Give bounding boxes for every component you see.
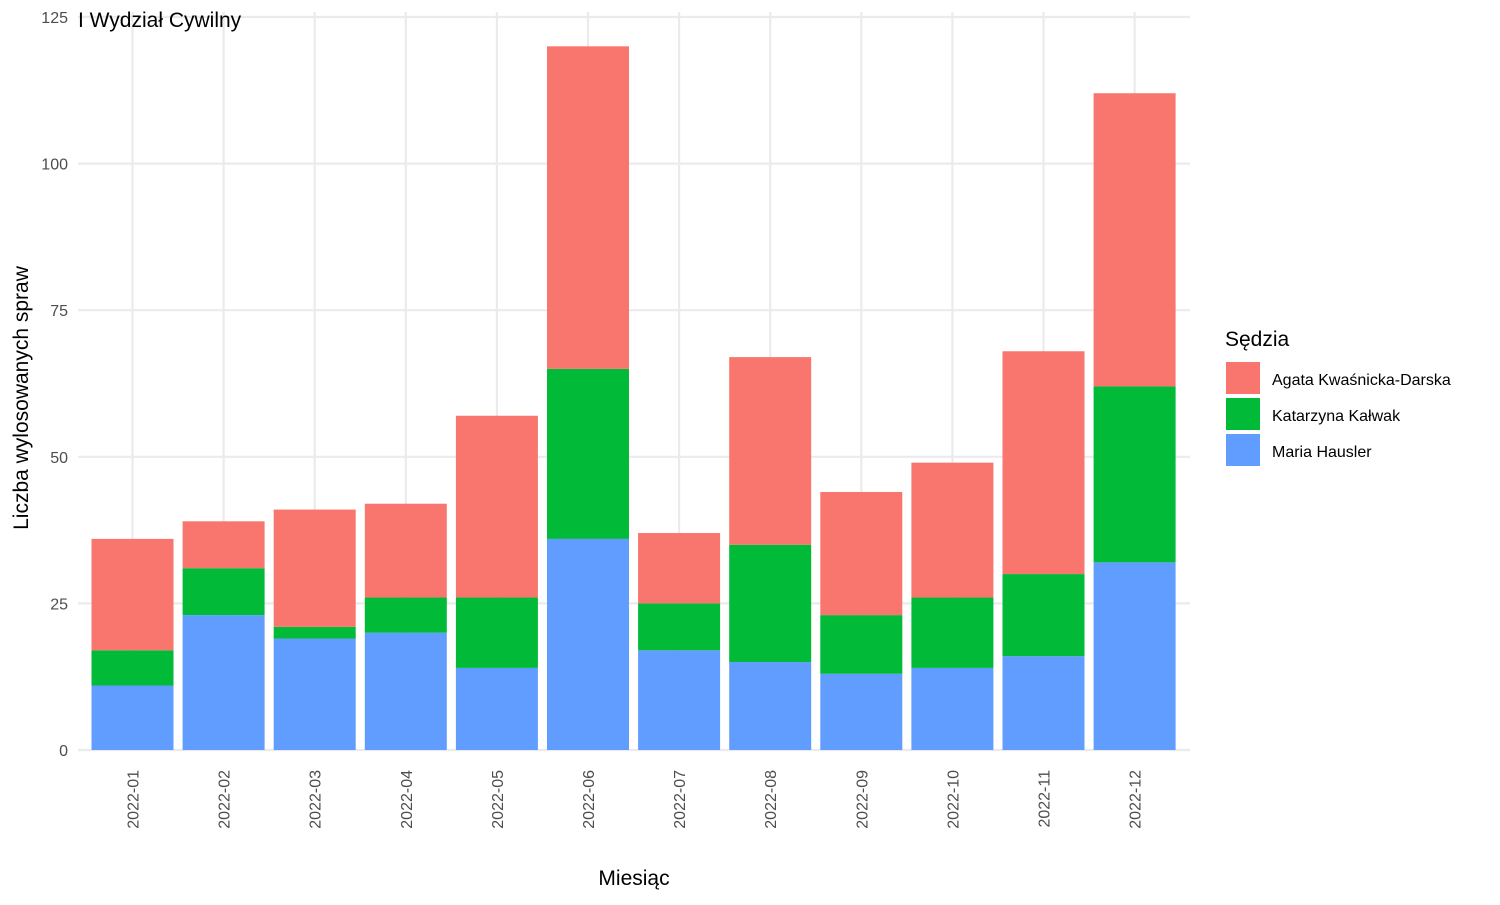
legend-swatch (1226, 434, 1260, 466)
x-tick-labels: 2022-01 2022-02 2022-03 2022-04 2022-05 2022-… (126, 770, 1145, 829)
x-tick-label: 2022-05 (490, 770, 507, 829)
bar-segment (1002, 656, 1085, 750)
bar-segment (273, 626, 356, 639)
bar-segment (547, 46, 629, 369)
bar-segment (182, 615, 265, 750)
bar-segment (455, 597, 538, 668)
legend-item: Agata Kwaśnicka-Darska (1226, 362, 1451, 394)
bar-segment (729, 662, 812, 750)
bar-segment (364, 632, 447, 750)
bar-segment (547, 368, 629, 539)
bar-segment (820, 673, 903, 750)
bar-segment (638, 603, 721, 651)
legend-title: Sędzia (1225, 328, 1290, 351)
legend-items: Agata Kwaśnicka-Darska Katarzyna Kałwak Ma… (1226, 362, 1451, 466)
bar-segment (273, 638, 356, 750)
bar-segment (911, 597, 994, 668)
x-axis-title: Miesiąc (598, 867, 669, 890)
legend-item: Katarzyna Kałwak (1226, 398, 1401, 430)
y-tick-labels: 0 25 50 75 100 125 (41, 10, 68, 760)
x-tick-label: 2022-12 (1128, 770, 1145, 829)
x-tick-label: 2022-09 (854, 770, 871, 829)
bar-segment (91, 685, 174, 750)
bar-segment (729, 357, 812, 545)
y-axis-title: Liczba wylosowanych spraw (10, 265, 33, 530)
bar-segment (1002, 351, 1085, 575)
x-tick-label: 2022-11 (1037, 770, 1054, 828)
legend-item: Maria Hausler (1226, 434, 1372, 466)
chart-title: I Wydział Cywilny (78, 9, 242, 32)
y-tick-label: 75 (50, 303, 68, 320)
bar-segment (182, 521, 265, 569)
legend: Sędzia Agata Kwaśnicka-Darska Katarzyna K… (1225, 328, 1451, 466)
bar-segment (364, 503, 447, 598)
bar-segment (91, 538, 174, 651)
bar-segment (273, 509, 356, 627)
bar-segment (1093, 562, 1176, 750)
legend-label: Katarzyna Kałwak (1272, 408, 1401, 425)
bar-segment (182, 568, 265, 616)
bar-segment (1093, 386, 1176, 563)
bar-segment (820, 615, 903, 674)
legend-swatch (1226, 398, 1260, 430)
legend-label: Agata Kwaśnicka-Darska (1272, 372, 1451, 389)
x-tick-label: 2022-06 (581, 770, 598, 829)
bar-segment (455, 415, 538, 598)
y-tick-label: 100 (41, 157, 68, 174)
bar-segment (455, 667, 538, 750)
legend-swatch (1226, 362, 1260, 394)
y-tick-label: 0 (59, 743, 68, 760)
bar-segment (364, 597, 447, 633)
y-tick-label: 125 (41, 10, 68, 27)
bar-segment (729, 544, 812, 663)
bar-segment (820, 491, 903, 616)
bar-segment (91, 650, 174, 686)
bar-segment (911, 667, 994, 750)
y-tick-label: 50 (50, 450, 68, 467)
bar-segment (1093, 93, 1176, 387)
bar-segment (547, 538, 629, 750)
bar-segment (911, 462, 994, 598)
x-tick-label: 2022-02 (217, 770, 234, 829)
bar-segment (638, 533, 721, 604)
bars-layer (91, 46, 1176, 750)
x-tick-label: 2022-04 (399, 770, 416, 829)
x-tick-label: 2022-10 (945, 770, 962, 829)
bar-segment (638, 650, 721, 750)
bar-segment (1002, 574, 1085, 657)
x-tick-label: 2022-08 (763, 770, 780, 829)
x-tick-label: 2022-07 (672, 770, 689, 829)
legend-label: Maria Hausler (1272, 444, 1372, 461)
x-tick-label: 2022-01 (126, 770, 143, 829)
x-tick-label: 2022-03 (308, 770, 325, 829)
y-tick-label: 25 (50, 596, 68, 613)
